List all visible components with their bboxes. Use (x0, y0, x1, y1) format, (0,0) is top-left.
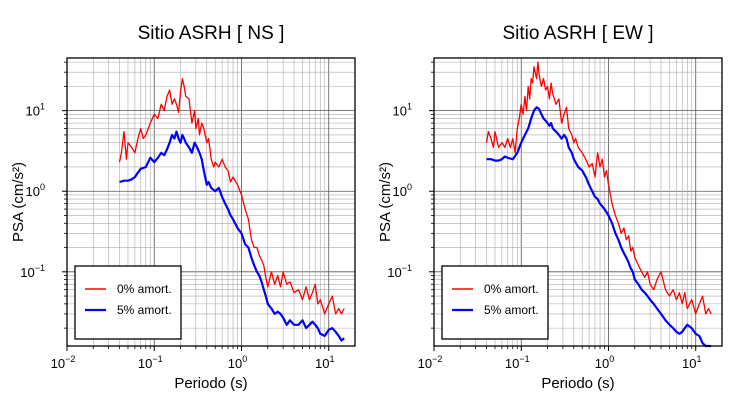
series-line-red (485, 61, 712, 315)
legend: 0% amort. 5% amort. (441, 265, 549, 340)
y-axis-label: PSA (cm/s²) (377, 162, 394, 242)
legend-box (74, 265, 182, 340)
y-tick-label: 101 (26, 102, 45, 119)
plot-frame (433, 57, 723, 347)
series-line-blue (486, 106, 712, 348)
x-tick-label: 100 (228, 354, 247, 371)
y-tick-label: 101 (393, 102, 412, 119)
tick-layer: 10−2 10−1 100 101 10−1 100 101 (387, 61, 701, 371)
x-axis-label: Periodo (s) (174, 375, 247, 392)
x-tick-label: 101 (315, 354, 334, 371)
legend-label: 5% amort. (117, 303, 172, 317)
x-tick-label: 10−2 (418, 354, 443, 371)
series-layer (118, 77, 345, 342)
y-tick-label: 10−1 (387, 263, 412, 280)
series-line-red (118, 77, 345, 315)
y-tick-label: 100 (393, 182, 412, 199)
plot-frame (66, 57, 356, 347)
legend-box (441, 265, 549, 340)
y-tick-label: 10−1 (20, 263, 45, 280)
x-tick-label: 101 (682, 354, 701, 371)
y-axis-label: PSA (cm/s²) (10, 162, 27, 242)
chart-title: Sitio ASRH [ EW ] (503, 23, 654, 44)
chart-panel-ew: Sitio ASRH [ EW ] 10−2 10−1 100 10110−11001… (377, 23, 723, 392)
chart-title: Sitio ASRH [ NS ] (138, 23, 285, 44)
legend-label: 0% amort. (484, 282, 539, 296)
legend-label: 5% amort. (484, 303, 539, 317)
x-tick-label: 10−1 (138, 354, 163, 371)
chart-panel-ns: Sitio ASRH [ NS ] 10−2 10−1 100 10110−11001… (10, 23, 356, 392)
y-tick-label: 100 (26, 182, 45, 199)
x-tick-label: 100 (595, 354, 614, 371)
x-tick-label: 10−2 (51, 354, 76, 371)
series-layer (485, 61, 712, 348)
legend-label: 0% amort. (117, 282, 172, 296)
tick-layer: 10−2 10−1 100 101 10−1 100 101 (20, 61, 334, 371)
x-axis-label: Periodo (s) (541, 375, 614, 392)
series-line-blue (119, 130, 345, 342)
legend: 0% amort. 5% amort. (74, 265, 182, 340)
x-tick-label: 10−1 (505, 354, 530, 371)
